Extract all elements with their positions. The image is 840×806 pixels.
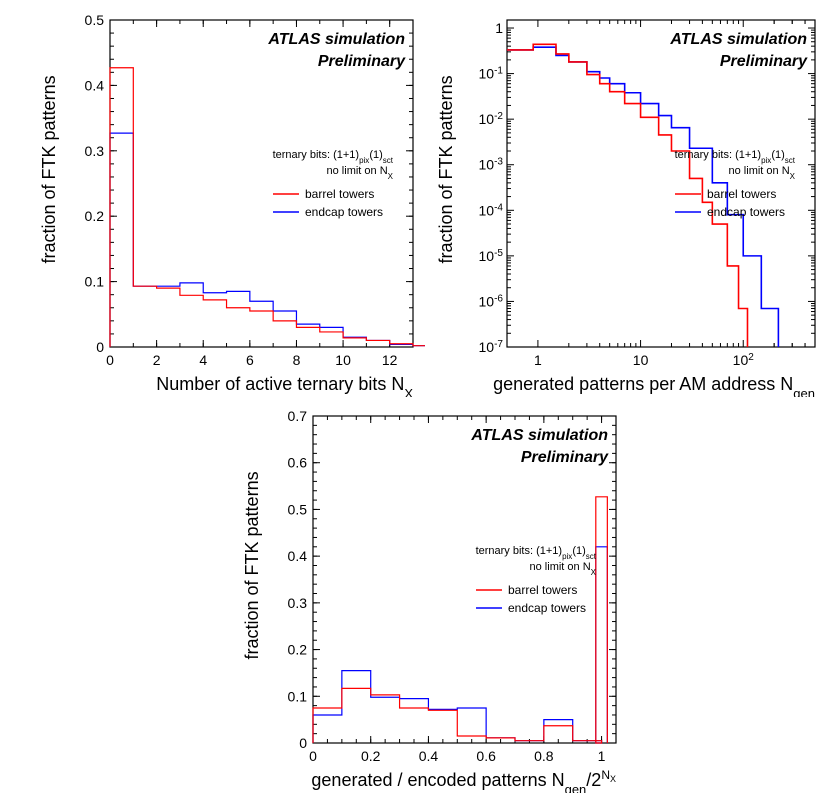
y-tick-label: 0.3	[85, 143, 105, 159]
x-axis-label: generated / encoded patterns Ngen/2NX	[311, 768, 616, 793]
y-tick-label: 0.5	[85, 12, 105, 28]
y-tick-label: 0.2	[85, 208, 105, 224]
atlas-label: ATLAS simulation	[267, 31, 405, 48]
x-tick-label: 102	[733, 352, 755, 369]
y-tick-label: 0	[299, 735, 307, 751]
legend-endcap-label: endcap towers	[707, 205, 785, 219]
legend-barrel-label: barrel towers	[707, 187, 776, 201]
panel-bottom: 0 0.2 0.4 0.6 0.8 1 0 0.1 0.2 0.3 0.4 0.5 0.6 0.7 frac…	[238, 408, 628, 793]
y-tick-label: 0.4	[85, 77, 105, 93]
y-tick-label: 0.4	[288, 548, 308, 564]
x-tick-label: 8	[293, 352, 301, 368]
x-tick-label: 0.8	[534, 748, 554, 764]
y-axis-label: fraction of FTK patterns	[437, 75, 456, 263]
x-tick-label: 4	[199, 352, 207, 368]
x-tick-label: 12	[382, 352, 398, 368]
panel-top-left: 0 2 4 6 8 10 12 0 0.1 0.2 0.3 0.4 0.5 fraction of FTK…	[35, 12, 425, 397]
y-tick-label: 0.2	[288, 642, 308, 658]
preliminary-label: Preliminary	[720, 53, 808, 70]
x-tick-label: 0	[309, 748, 317, 764]
panel-top-right: 1 10 102 10-7 10-6 10-5 10-4 10-3 10-2 10-1 1 fract…	[437, 12, 827, 397]
y-tick-label: 0.5	[288, 501, 308, 517]
y-tick-label: 0.7	[288, 408, 308, 424]
y-tick-label: 10-5	[479, 247, 504, 263]
x-tick-label: 2	[153, 352, 161, 368]
y-tick-label: 10-3	[479, 156, 504, 173]
atlas-label: ATLAS simulation	[470, 427, 608, 444]
y-tick-label: 0.6	[288, 455, 308, 471]
preliminary-label: Preliminary	[318, 53, 406, 70]
atlas-label: ATLAS simulation	[669, 31, 807, 48]
x-tick-label: 1	[534, 352, 542, 368]
x-tick-label: 10	[335, 352, 351, 368]
x-axis-label: Number of active ternary bits NX	[156, 374, 413, 397]
y-axis-label: fraction of FTK patterns	[242, 471, 262, 659]
preliminary-label: Preliminary	[521, 449, 609, 466]
y-tick-label: 10-2	[479, 111, 504, 128]
y-tick-label: 0.3	[288, 595, 308, 611]
legend-barrel-label: barrel towers	[508, 583, 577, 597]
y-tick-label: 10-7	[479, 339, 504, 356]
y-tick-label: 10-1	[479, 65, 504, 82]
y-tick-label: 10-6	[479, 293, 504, 310]
x-tick-label: 0.4	[419, 748, 439, 764]
x-tick-label: 0.2	[361, 748, 381, 764]
legend-endcap-label: endcap towers	[508, 601, 586, 615]
x-tick-label: 6	[246, 352, 254, 368]
y-tick-label: 1	[495, 20, 503, 36]
x-tick-label: 1	[598, 748, 606, 764]
x-tick-label: 0	[106, 352, 114, 368]
legend-endcap-label: endcap towers	[305, 205, 383, 219]
y-tick-label: 0	[96, 339, 104, 355]
x-axis-label: generated patterns per AM address Ngen	[493, 374, 815, 397]
y-axis-label: fraction of FTK patterns	[39, 75, 59, 263]
x-tick-label: 0.6	[476, 748, 496, 764]
y-tick-label: 0.1	[85, 274, 105, 290]
x-tick-label: 10	[633, 352, 649, 368]
y-tick-label: 10-4	[479, 202, 504, 219]
legend-barrel-label: barrel towers	[305, 187, 374, 201]
y-tick-label: 0.1	[288, 688, 308, 704]
